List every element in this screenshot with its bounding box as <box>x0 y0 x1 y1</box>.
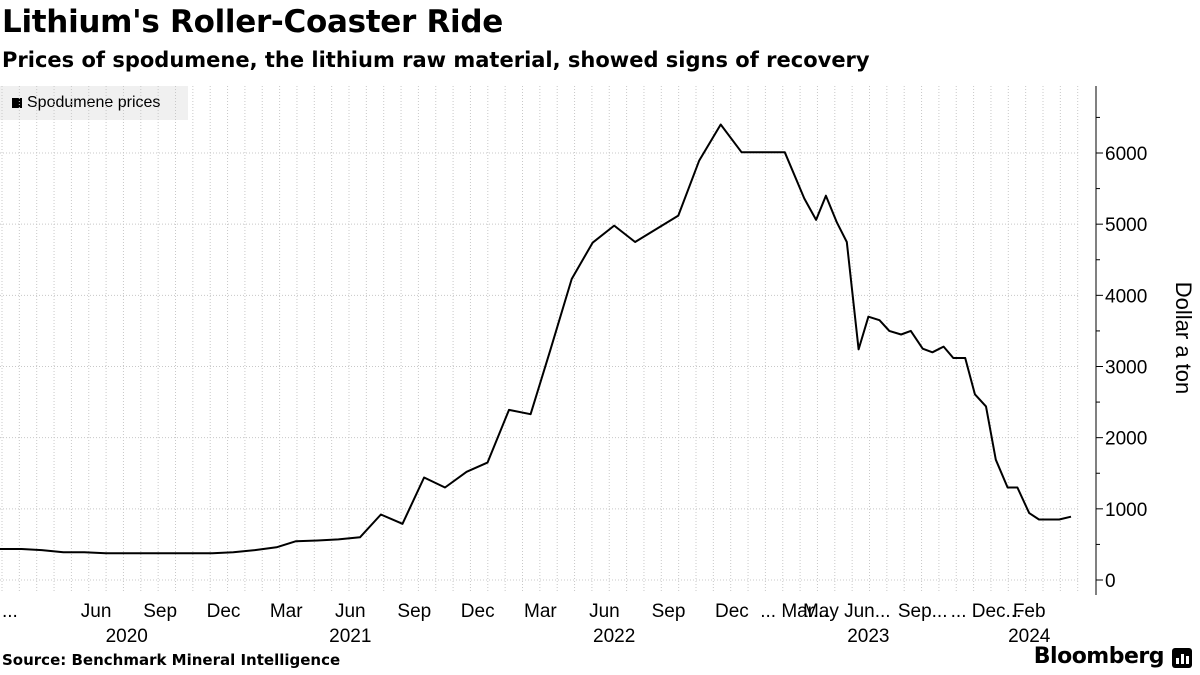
y-tick-labels: 0 1000 2000 3000 4000 5000 6000 <box>1105 144 1147 592</box>
y-tick-label: 4000 <box>1105 286 1147 307</box>
y-axis-label: Dollar a ton <box>1171 281 1196 395</box>
series-line-spodumene <box>0 123 1072 555</box>
x-tick-label: Mar <box>270 601 303 622</box>
brand-logo: Bloomberg <box>1033 644 1165 669</box>
x-tick-label: ... Mar... <box>760 601 829 622</box>
year-label: 2023 <box>847 626 889 647</box>
x-tick-label: ... <box>2 601 18 622</box>
x-tick-label: Sep... <box>898 601 948 622</box>
x-tick-label: Dec <box>461 601 495 622</box>
x-tick-labels: ... Jun Sep Dec Mar Jun Sep Dec Mar Jun Sep Dec ... … <box>2 601 1046 622</box>
y-tick-label: 6000 <box>1105 144 1147 165</box>
bloomberg-chart-icon <box>1172 648 1192 668</box>
x-tick-label: Mar <box>524 601 557 622</box>
legend-swatch <box>12 98 22 108</box>
y-tick-label: 5000 <box>1105 215 1147 236</box>
y-axis <box>1095 86 1103 595</box>
year-label: 2020 <box>106 626 148 647</box>
x-tick-label: Sep <box>143 601 177 622</box>
year-label: 2021 <box>329 626 371 647</box>
x-tick-label: ... Dec... <box>951 601 1022 622</box>
year-label: 2022 <box>593 626 635 647</box>
x-tick-label: Dec <box>207 601 241 622</box>
legend-label: Spodumene prices <box>27 94 161 111</box>
x-tick-label: Feb <box>1013 601 1046 622</box>
chart-title: Lithium's Roller-Coaster Ride <box>2 4 503 40</box>
year-labels: 2020 2021 2022 2023 2024 <box>106 626 1051 647</box>
source-note: Source: Benchmark Mineral Intelligence <box>2 651 341 669</box>
y-tick-label: 0 <box>1105 571 1116 592</box>
x-tick-label: May Jun... <box>803 601 891 622</box>
legend: Spodumene prices <box>0 86 188 120</box>
x-tick-label: Jun <box>81 601 112 622</box>
year-label: 2024 <box>1008 626 1051 647</box>
x-tick-label: Jun <box>335 601 366 622</box>
chart-subtitle: Prices of spodumene, the lithium raw mat… <box>2 48 870 72</box>
x-tick-label: Sep <box>397 601 431 622</box>
y-tick-label: 1000 <box>1105 500 1147 521</box>
y-tick-label: 2000 <box>1105 429 1147 450</box>
series-lines <box>0 123 1072 555</box>
x-tick-label: Jun <box>589 601 620 622</box>
x-tick-label: Dec <box>715 601 749 622</box>
horizontal-gridlines <box>0 152 1080 581</box>
y-tick-label: 3000 <box>1105 358 1147 379</box>
x-tick-label: Sep <box>652 601 686 622</box>
